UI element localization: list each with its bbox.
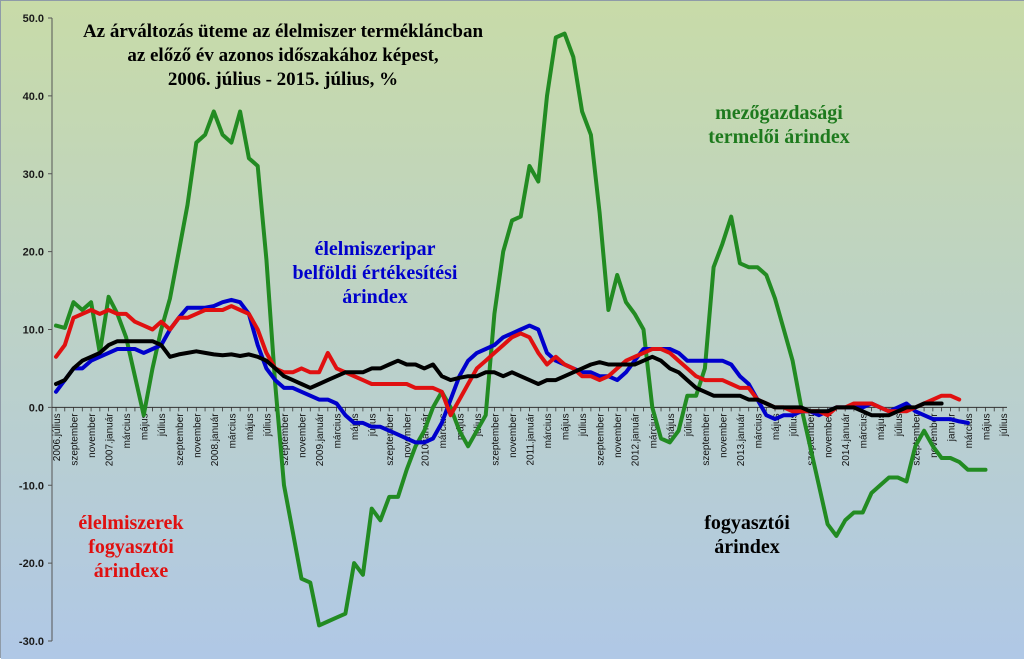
- annotation-blue-line-3: árindex: [342, 286, 408, 308]
- y-tick-label: -10.0: [19, 480, 44, 492]
- x-tick-label: szeptember: [806, 413, 817, 466]
- x-tick-label: július: [262, 413, 273, 437]
- annotation-blue-line-1: élelmiszeripar: [314, 238, 435, 260]
- x-tick-label: szeptember: [490, 413, 501, 466]
- series-line-blue: [54, 297, 970, 445]
- x-tick-label: 2008.január: [210, 413, 221, 466]
- x-tick-label: szeptember: [280, 413, 291, 466]
- annotation-blue-line-2: belföldi értékesítési: [293, 262, 458, 284]
- y-tick-label: 10.0: [23, 325, 44, 337]
- annotation-red-line-1: élelmiszerek: [78, 512, 184, 534]
- x-tick-label: május: [981, 413, 992, 440]
- x-tick-label: március: [227, 413, 238, 448]
- series-line-black: [54, 339, 944, 418]
- x-tick-label: szeptember: [911, 413, 922, 466]
- x-tick-label: március: [859, 413, 870, 448]
- y-tick-label: 20.0: [23, 247, 44, 259]
- x-tick-label: 2009.január: [315, 413, 326, 466]
- x-tick-label: július: [578, 413, 589, 437]
- x-tick-label: november: [824, 413, 835, 458]
- x-tick-label: november: [298, 413, 309, 458]
- x-tick-label: 2013.január: [736, 413, 747, 466]
- x-tick-label: március: [333, 413, 344, 448]
- series-line-green: [54, 31, 988, 628]
- x-tick-label: május: [350, 413, 361, 440]
- chart-title-line-3: 2006. július - 2015. július, %: [168, 69, 398, 90]
- x-tick-label: 2010.január: [420, 413, 431, 466]
- y-tick-label: 40.0: [23, 91, 44, 103]
- x-tick-label: március: [648, 413, 659, 448]
- x-tick-label: szeptember: [596, 413, 607, 466]
- x-tick-label: szeptember: [70, 413, 81, 466]
- x-tick-label: március: [122, 413, 133, 448]
- x-tick-label: január: [946, 413, 957, 442]
- x-tick-label: szeptember: [175, 413, 186, 466]
- x-tick-label: március: [543, 413, 554, 448]
- x-tick-label: május: [561, 413, 572, 440]
- x-tick-label: július: [683, 413, 694, 437]
- annotation-black-line-2: árindex: [714, 536, 780, 558]
- x-tick-label: november: [613, 413, 624, 458]
- annotation-red-line-2: fogyasztói: [88, 536, 174, 558]
- y-tick-label: -20.0: [19, 558, 44, 570]
- chart-title-line-2: az előző év azonos időszakához képest,: [127, 45, 439, 66]
- annotation-black-line-1: fogyasztói: [704, 512, 790, 534]
- x-tick-label: július: [157, 413, 168, 437]
- x-tick-label: november: [508, 413, 519, 458]
- x-tick-label: november: [192, 413, 203, 458]
- x-tick-label: 2007.január: [105, 413, 116, 466]
- x-tick-label: május: [666, 413, 677, 440]
- x-tick-label: 2006.július: [52, 413, 63, 461]
- annotation-red-line-3: árindexe: [94, 560, 169, 582]
- x-tick-label: 2014.január: [841, 413, 852, 466]
- annotation-green-line-1: mezőgazdasági: [715, 102, 843, 124]
- x-tick-label: november: [403, 413, 414, 458]
- x-tick-label: július: [789, 413, 800, 437]
- x-tick-label: május: [771, 413, 782, 440]
- y-tick-label: 0.0: [29, 402, 44, 414]
- x-tick-label: szeptember: [701, 413, 712, 466]
- x-tick-label: március: [753, 413, 764, 448]
- x-tick-label: március: [964, 413, 975, 448]
- x-tick-label: 2012.január: [631, 413, 642, 466]
- y-tick-label: 30.0: [23, 169, 44, 181]
- x-tick-label: március: [438, 413, 449, 448]
- x-tick-label: november: [929, 413, 940, 458]
- x-tick-label: május: [140, 413, 151, 440]
- x-tick-label: május: [455, 413, 466, 440]
- x-tick-label: 2011.január: [526, 413, 537, 466]
- y-tick-label: 50.0: [23, 13, 44, 25]
- x-tick-label: május: [876, 413, 887, 440]
- annotation-green-line-2: termelői árindex: [708, 126, 850, 148]
- x-tick-label: november: [718, 413, 729, 458]
- x-tick-label: július: [894, 413, 905, 437]
- y-tick-label: -30.0: [19, 636, 44, 648]
- x-tick-label: július: [999, 413, 1010, 437]
- x-tick-label: május: [245, 413, 256, 440]
- x-tick-label: november: [87, 413, 98, 458]
- chart-title-line-1: Az árváltozás üteme az élelmiszer termék…: [83, 21, 484, 42]
- x-tick-label: szeptember: [385, 413, 396, 466]
